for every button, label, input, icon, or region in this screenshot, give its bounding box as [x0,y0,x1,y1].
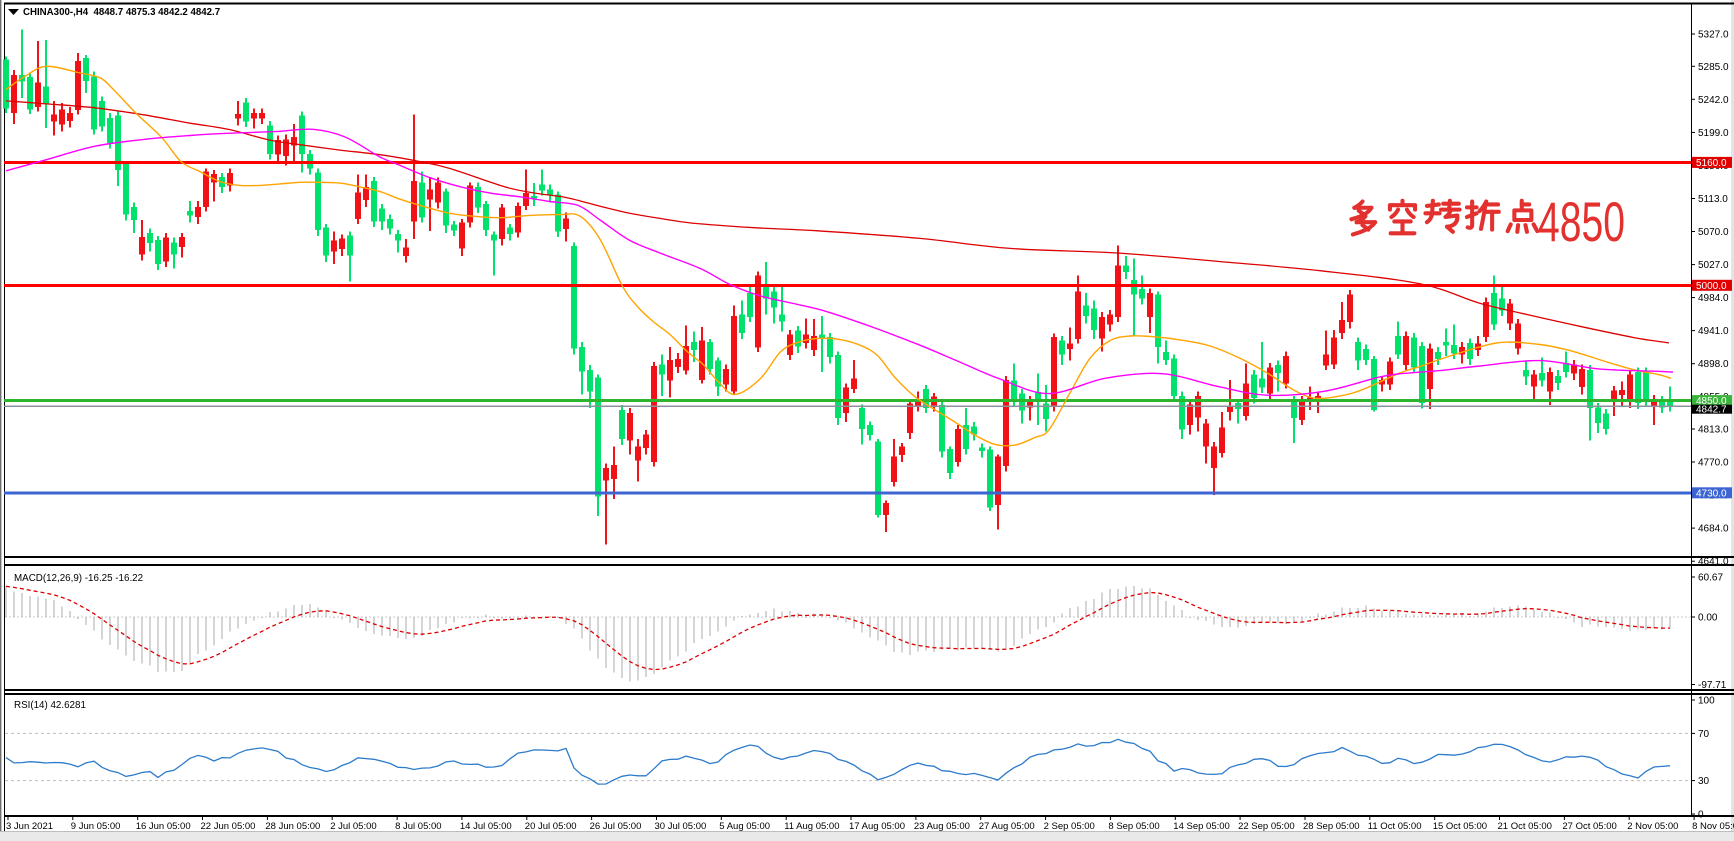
svg-text:2 Sep 05:00: 2 Sep 05:00 [1044,821,1095,832]
svg-text:5327.0: 5327.0 [1698,30,1729,41]
svg-text:4941.0: 4941.0 [1698,326,1729,337]
svg-text:CHINA300-,H4 4848.7 4875.3 48: CHINA300-,H4 4848.7 4875.3 4842.2 4842.7 [23,7,220,18]
svg-text:5199.0: 5199.0 [1698,128,1729,139]
svg-text:5242.0: 5242.0 [1698,95,1729,106]
svg-text:15 Oct 05:00: 15 Oct 05:00 [1433,821,1487,832]
svg-text:11 Oct 05:00: 11 Oct 05:00 [1368,821,1422,832]
svg-text:27 Aug 05:00: 27 Aug 05:00 [979,821,1035,832]
svg-text:27 Oct 05:00: 27 Oct 05:00 [1562,821,1616,832]
svg-text:16 Jun 05:00: 16 Jun 05:00 [136,821,191,832]
svg-text:8 Nov 05:00: 8 Nov 05:00 [1692,821,1734,832]
svg-text:14 Sep 05:00: 14 Sep 05:00 [1173,821,1230,832]
svg-text:RSI(14) 42.6281: RSI(14) 42.6281 [14,700,86,711]
svg-text:17 Aug 05:00: 17 Aug 05:00 [849,821,905,832]
svg-text:28 Jun 05:00: 28 Jun 05:00 [265,821,320,832]
svg-text:8 Jul 05:00: 8 Jul 05:00 [395,821,441,832]
svg-text:5160.0: 5160.0 [1696,158,1727,169]
svg-text:4842.7: 4842.7 [1696,405,1727,416]
svg-text:4770.0: 4770.0 [1698,458,1729,469]
svg-text:26 Jul 05:00: 26 Jul 05:00 [590,821,642,832]
svg-text:2 Jul 05:00: 2 Jul 05:00 [330,821,376,832]
svg-text:60.67: 60.67 [1698,573,1723,584]
svg-text:23 Aug 05:00: 23 Aug 05:00 [914,821,970,832]
svg-text:5070.0: 5070.0 [1698,227,1729,238]
svg-text:4850.0: 4850.0 [1696,396,1727,407]
svg-text:11 Aug 05:00: 11 Aug 05:00 [784,821,839,832]
svg-text:0.00: 0.00 [1698,613,1718,624]
svg-text:30 Jul 05:00: 30 Jul 05:00 [655,821,707,832]
svg-text:5113.0: 5113.0 [1698,194,1728,205]
svg-text:4898.0: 4898.0 [1698,359,1729,370]
svg-text:4813.0: 4813.0 [1698,425,1729,436]
svg-text:70: 70 [1698,729,1710,740]
svg-text:22 Jun 05:00: 22 Jun 05:00 [201,821,256,832]
svg-text:4641.0: 4641.0 [1698,557,1729,568]
svg-text:5000.0: 5000.0 [1696,281,1727,292]
svg-text:-97.71: -97.71 [1698,680,1727,691]
svg-text:5 Aug 05:00: 5 Aug 05:00 [719,821,770,832]
svg-text:4984.0: 4984.0 [1698,293,1729,304]
svg-text:22 Sep 05:00: 22 Sep 05:00 [1238,821,1295,832]
svg-text:4850: 4850 [1538,190,1625,253]
svg-text:3 Jun 2021: 3 Jun 2021 [6,821,53,832]
svg-text:14 Jul 05:00: 14 Jul 05:00 [460,821,512,832]
svg-text:28 Sep 05:00: 28 Sep 05:00 [1303,821,1360,832]
svg-text:5027.0: 5027.0 [1698,260,1729,271]
svg-text:20 Jul 05:00: 20 Jul 05:00 [525,821,577,832]
svg-text:9 Jun 05:00: 9 Jun 05:00 [71,821,121,832]
svg-text:MACD(12,26,9) -16.25 -16.22: MACD(12,26,9) -16.25 -16.22 [14,573,143,584]
svg-text:30: 30 [1698,776,1710,787]
svg-text:0: 0 [1698,810,1704,821]
svg-text:4730.0: 4730.0 [1696,488,1727,499]
svg-text:21 Oct 05:00: 21 Oct 05:00 [1498,821,1552,832]
svg-text:5285.0: 5285.0 [1698,62,1729,73]
svg-text:100: 100 [1698,696,1715,707]
svg-text:8 Sep 05:00: 8 Sep 05:00 [1108,821,1159,832]
svg-text:4684.0: 4684.0 [1698,524,1729,535]
svg-text:2 Nov 05:00: 2 Nov 05:00 [1627,821,1678,832]
